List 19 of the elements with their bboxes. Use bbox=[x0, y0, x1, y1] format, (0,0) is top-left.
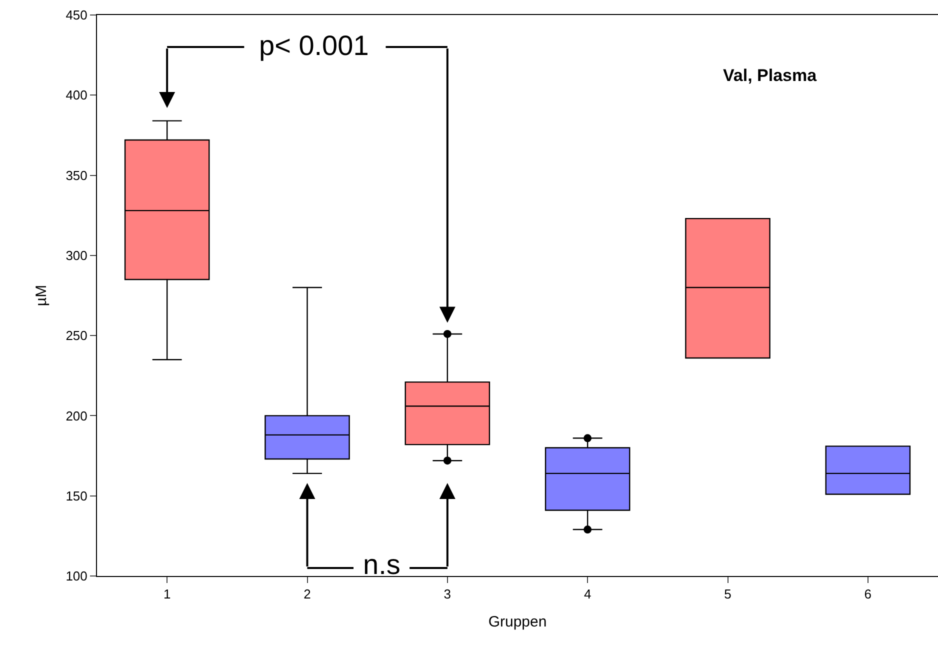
y-axis-title: µM bbox=[32, 284, 50, 306]
x-tick-label: 5 bbox=[724, 586, 732, 602]
y-tick-label: 250 bbox=[66, 328, 88, 344]
x-tick-label: 6 bbox=[864, 586, 872, 602]
annotation: n.s bbox=[363, 549, 400, 580]
y-tick-label: 450 bbox=[66, 8, 88, 23]
x-tick-label: 3 bbox=[444, 586, 452, 602]
y-tick-label: 400 bbox=[66, 88, 88, 103]
y-tick-label: 350 bbox=[66, 168, 88, 183]
y-tick-label: 150 bbox=[66, 488, 88, 504]
y-tick-label: 300 bbox=[66, 248, 88, 263]
y-tick-label: 200 bbox=[66, 408, 88, 424]
annotation: p< 0.001 bbox=[259, 30, 369, 61]
x-tick-label: 4 bbox=[584, 586, 592, 602]
x-axis-title: Gruppen bbox=[488, 614, 547, 631]
annotation: Val, Plasma bbox=[723, 66, 818, 85]
y-tick-label: 100 bbox=[66, 568, 88, 584]
x-tick-label: 1 bbox=[163, 586, 171, 602]
x-tick-label: 2 bbox=[304, 586, 311, 602]
